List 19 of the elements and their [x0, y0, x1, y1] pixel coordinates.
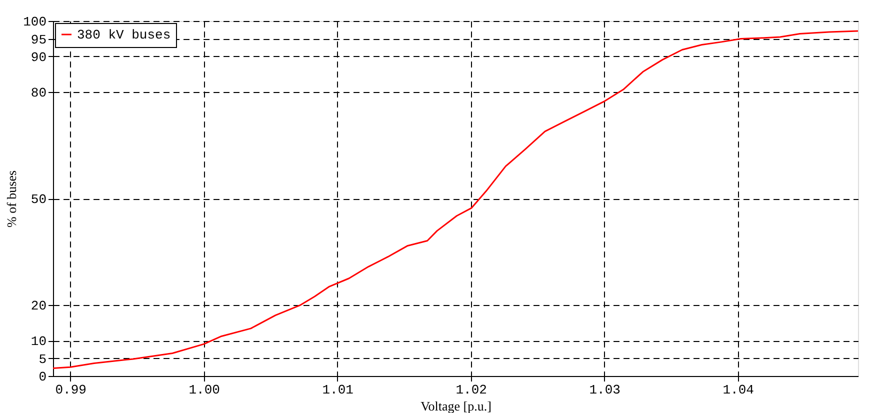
x-tick-label: 1.04	[722, 382, 754, 398]
line-series	[53, 30, 858, 369]
y-tick-label: 5	[38, 352, 46, 367]
x-tick-label: 1.01	[322, 382, 354, 398]
x-tick-label: 1.02	[456, 382, 487, 398]
y-tick-label: 20	[30, 298, 46, 314]
y-tick-label: 90	[30, 50, 46, 65]
legend-label: 380 kV buses	[77, 28, 171, 42]
y-tick-label: 95	[30, 32, 46, 48]
x-tick-label: 0.99	[55, 382, 86, 398]
x-tick-label: 1.00	[188, 382, 220, 398]
y-tick-label: 100	[23, 14, 46, 30]
y-axis-title: % of buses	[4, 170, 20, 228]
x-axis-title: Voltage [p.u.]	[420, 398, 492, 413]
y-tick-label: 0	[38, 370, 46, 384]
x-tick-label: 1.03	[589, 382, 620, 398]
y-tick-label: 80	[30, 86, 46, 100]
y-tick-label: 50	[30, 192, 46, 207]
y-tick-label: 10	[30, 334, 46, 349]
